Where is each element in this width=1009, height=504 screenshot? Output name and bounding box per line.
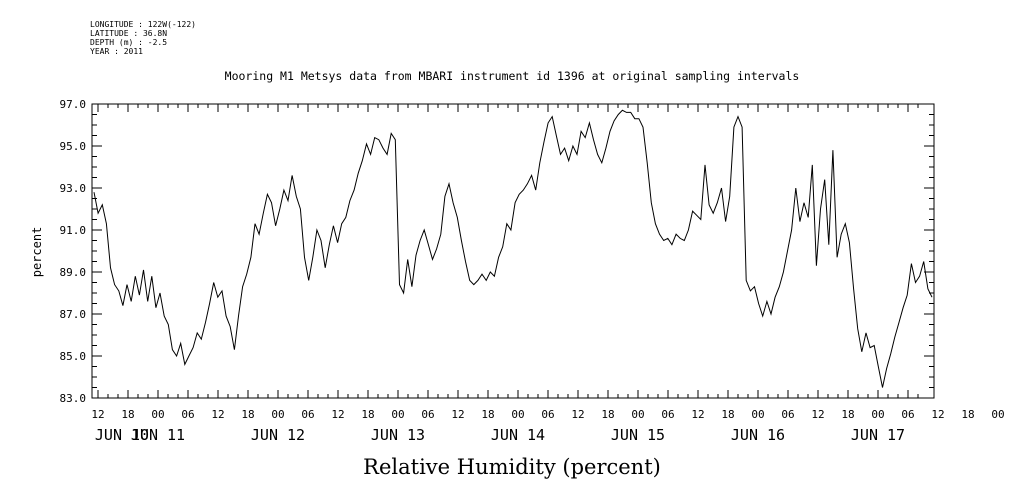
- x-tick-label: 00: [631, 408, 644, 421]
- series-layer: [93, 109, 933, 388]
- x-tick-label: 12: [451, 408, 464, 421]
- x-tick-label: 18: [481, 408, 494, 421]
- x-tick-label: 00: [391, 408, 404, 421]
- x-tick-label: 12: [571, 408, 584, 421]
- x-tick-label: 06: [421, 408, 434, 421]
- day-label: JUN 14: [491, 426, 545, 444]
- y-tick-label: 89.0: [60, 266, 87, 279]
- y-tick-label: 93.0: [60, 182, 87, 195]
- depth-text: DEPTH (m) : -2.5: [90, 38, 168, 47]
- day-label: JUN 15: [611, 426, 665, 444]
- x-tick-label: 18: [241, 408, 254, 421]
- day-label: JUN 10: [95, 426, 149, 444]
- x-tick-label: 12: [931, 408, 944, 421]
- chart-title: Mooring M1 Metsys data from MBARI instru…: [225, 69, 800, 83]
- day-label: JUN 16: [731, 426, 785, 444]
- x-tick-label: 06: [901, 408, 914, 421]
- x-axis-ticks: 12 18 00 06 12 18 00 06 12 18 00 06 12 18 00 06 12 18 00 06…: [91, 104, 1005, 444]
- x-tick-label: 18: [121, 408, 134, 421]
- x-tick-label: 00: [991, 408, 1004, 421]
- x-tick-label: 06: [661, 408, 674, 421]
- day-label: JUN 13: [371, 426, 425, 444]
- x-tick-label: 12: [331, 408, 344, 421]
- x-tick-label: 18: [841, 408, 854, 421]
- x-tick-label: 06: [541, 408, 554, 421]
- y-tick-label: 83.0: [60, 392, 87, 405]
- x-tick-label: 00: [511, 408, 524, 421]
- x-tick-label: 06: [301, 408, 314, 421]
- y-tick-label: 91.0: [60, 224, 87, 237]
- x-tick-label: 18: [721, 408, 734, 421]
- y-tick-label: 97.0: [60, 98, 87, 111]
- x-tick-label: 00: [871, 408, 884, 421]
- day-label: JUN 12: [251, 426, 305, 444]
- longitude-text: LONGITUDE : 122W(-122): [90, 20, 196, 29]
- x-tick-label: 12: [91, 408, 104, 421]
- metadata-block: LONGITUDE : 122W(-122) LATITUDE : 36.8N …: [90, 20, 196, 56]
- y-axis-label: percent: [30, 227, 44, 278]
- x-axis-label: Relative Humidity (percent): [363, 455, 661, 479]
- x-tick-label: 06: [781, 408, 794, 421]
- x-tick-label: 12: [691, 408, 704, 421]
- x-tick-label: 00: [751, 408, 764, 421]
- humidity-series-line: [93, 109, 933, 388]
- y-tick-label: 87.0: [60, 308, 87, 321]
- x-tick-label: 12: [811, 408, 824, 421]
- y-tick-label: 85.0: [60, 350, 87, 363]
- x-tick-label: 18: [361, 408, 374, 421]
- x-tick-label: 18: [961, 408, 974, 421]
- latitude-text: LATITUDE : 36.8N: [90, 29, 168, 38]
- day-label: JUN 17: [851, 426, 905, 444]
- y-axis-ticks: 83.0 85.0 87.0 89.0 91.0 93.0 95.0 97.0: [60, 98, 934, 405]
- year-text: YEAR : 2011: [90, 47, 143, 56]
- x-tick-label: 12: [211, 408, 224, 421]
- y-tick-label: 95.0: [60, 140, 87, 153]
- x-tick-label: 06: [181, 408, 194, 421]
- day-label: JUN 11: [131, 426, 185, 444]
- plot-frame: [91, 103, 935, 399]
- x-tick-label: 18: [601, 408, 614, 421]
- x-tick-label: 00: [271, 408, 284, 421]
- x-tick-label: 00: [151, 408, 164, 421]
